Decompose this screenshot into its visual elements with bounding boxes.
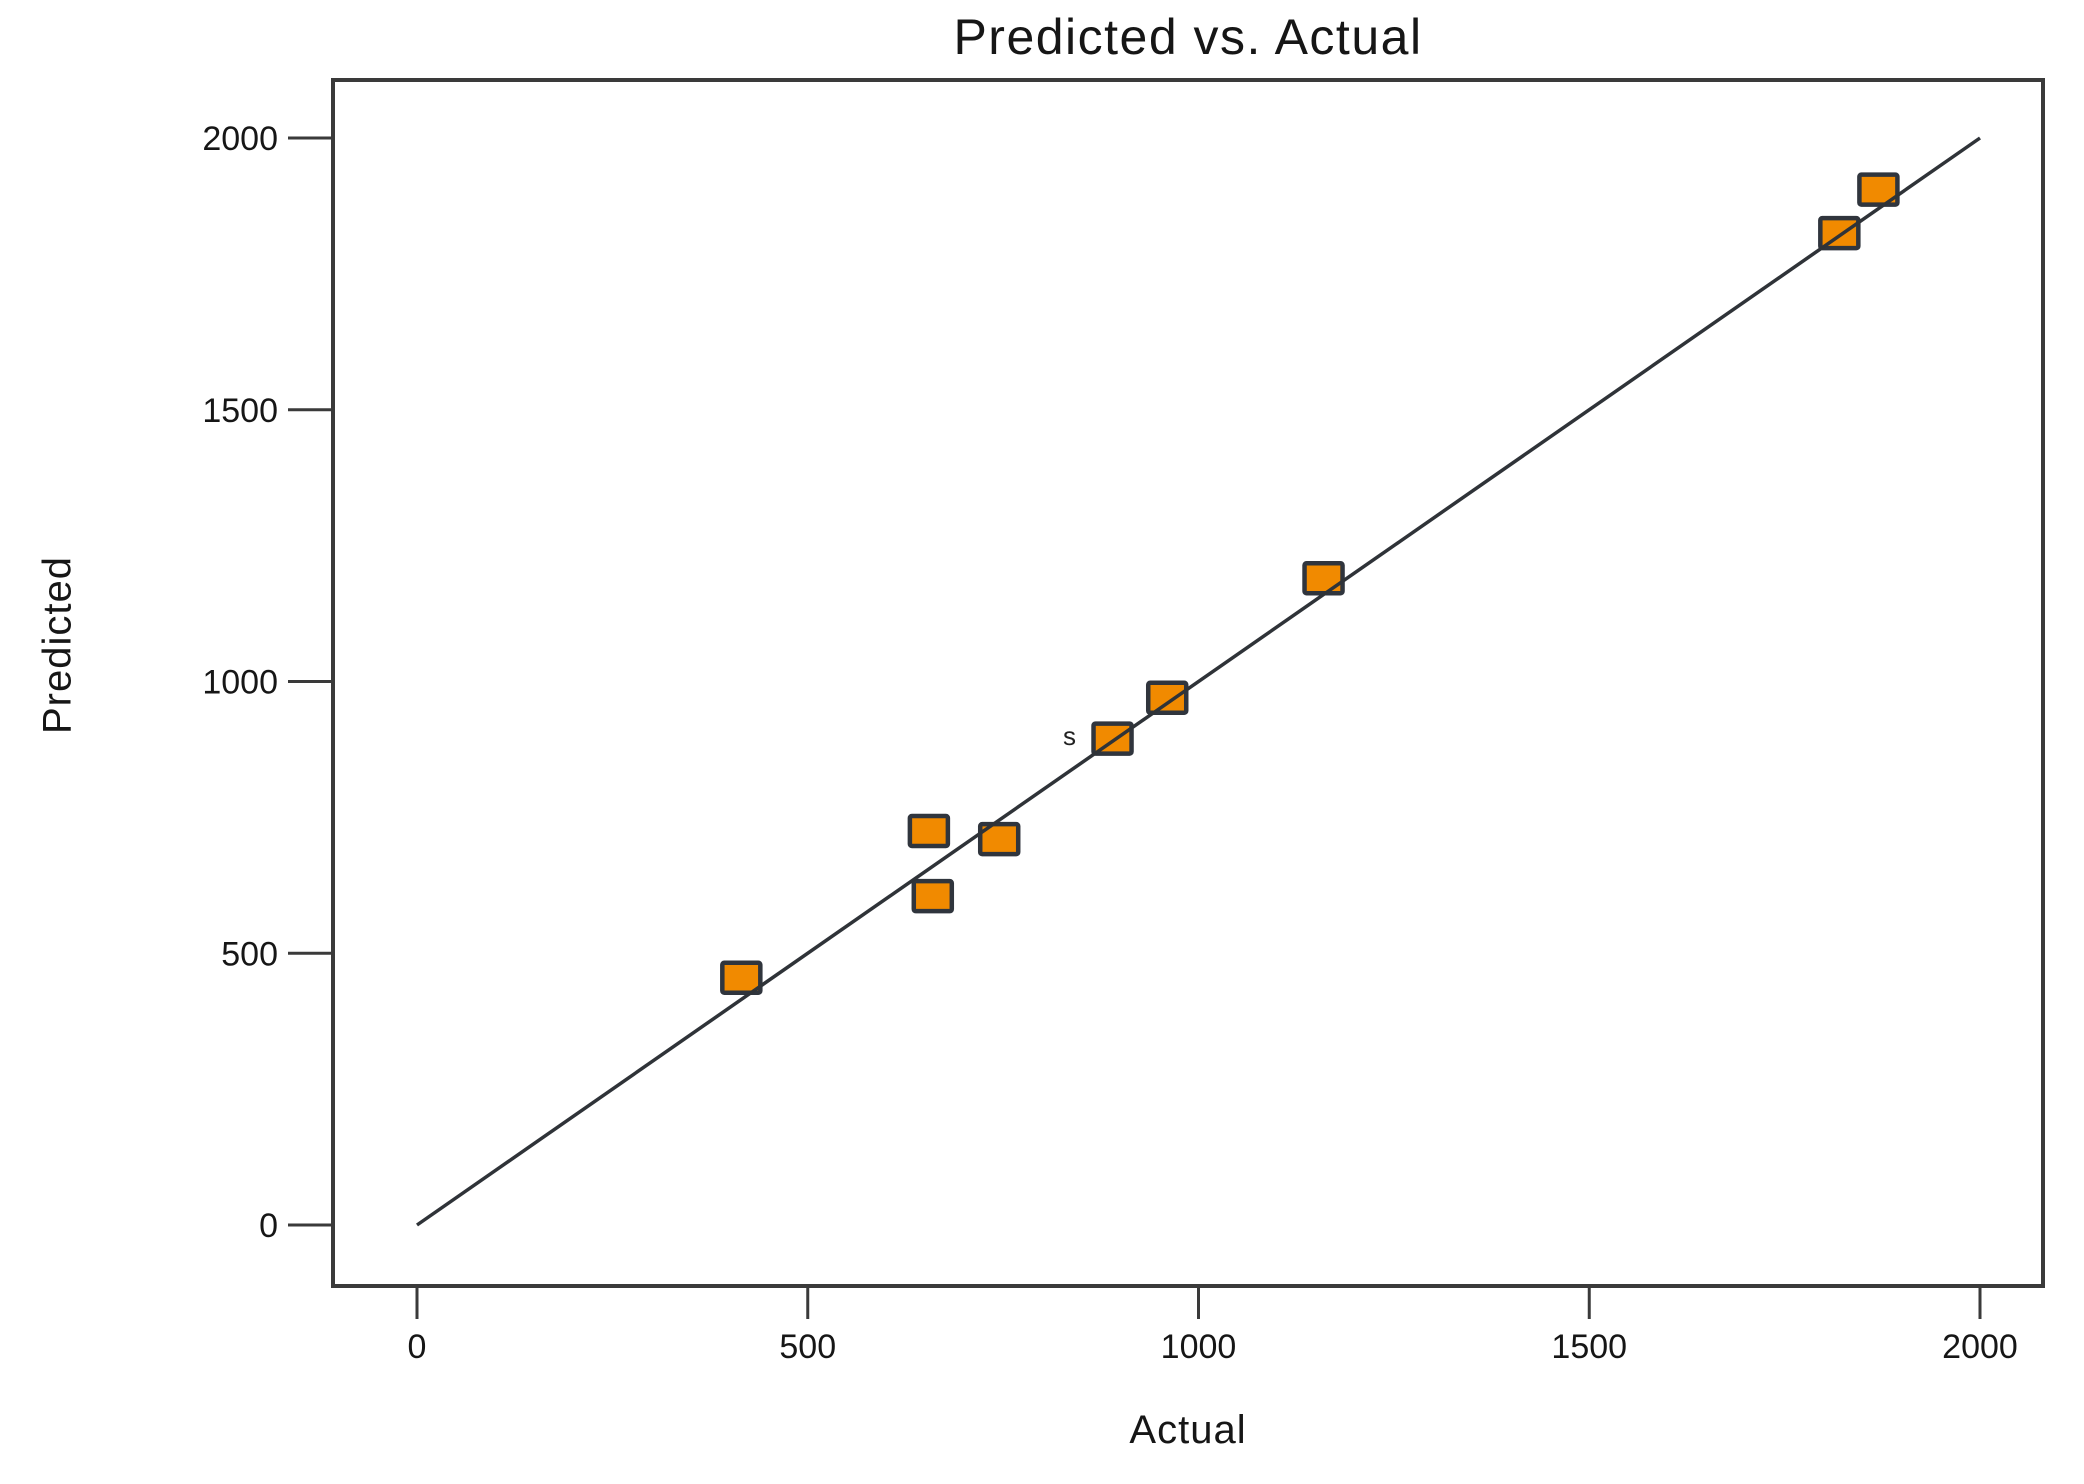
overlap-count-annotation: s	[1063, 721, 1076, 751]
x-tick-label: 1000	[1161, 1328, 1237, 1366]
x-tick-label: 2000	[1942, 1328, 2018, 1366]
data-point	[907, 813, 951, 849]
y-tick-label: 1500	[202, 392, 278, 430]
data-points	[720, 172, 1900, 995]
y-tick-label: 1000	[202, 664, 278, 702]
axis-ticks: 0 500 1000 1500 2000 0 500 1000 1500 2000	[202, 120, 2017, 1366]
identity-line	[416, 136, 1981, 1227]
y-tick-label: 500	[221, 935, 278, 973]
chart-title: Predicted vs. Actual	[953, 9, 1423, 65]
data-point	[1302, 560, 1345, 596]
x-axis-label: Actual	[1129, 1408, 1247, 1452]
data-point	[1857, 172, 1900, 207]
x-tick-label: 500	[779, 1328, 836, 1366]
data-point	[720, 960, 763, 995]
data-point	[977, 821, 1021, 857]
x-tick-label: 0	[408, 1328, 427, 1366]
data-point	[911, 878, 955, 914]
y-tick-label: 2000	[202, 120, 278, 158]
y-tick-label: 0	[259, 1207, 278, 1245]
annotations: s	[1063, 721, 1076, 751]
data-point	[1145, 680, 1189, 716]
fit-line	[416, 136, 1981, 1227]
x-tick-label: 1500	[1551, 1328, 1627, 1366]
